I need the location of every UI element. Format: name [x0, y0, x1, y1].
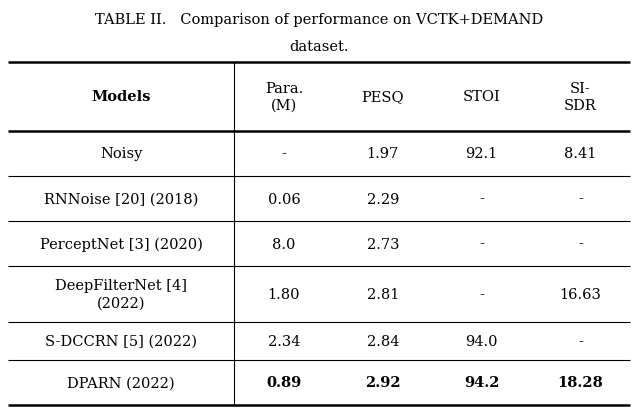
Text: -: -: [578, 192, 583, 206]
Text: Para.
(M): Para. (M): [265, 82, 303, 113]
Text: SI-
SDR: SI- SDR: [564, 82, 597, 113]
Text: 8.41: 8.41: [565, 147, 597, 161]
Text: 2.84: 2.84: [367, 334, 399, 348]
Text: 94.0: 94.0: [466, 334, 498, 348]
Text: PESQ: PESQ: [362, 90, 404, 104]
Text: 1.97: 1.97: [367, 147, 399, 161]
Text: 1.80: 1.80: [268, 287, 300, 301]
Text: 2.92: 2.92: [365, 375, 401, 389]
Text: Noisy: Noisy: [100, 147, 142, 161]
Text: 2.73: 2.73: [367, 237, 399, 251]
Text: 2.34: 2.34: [268, 334, 300, 348]
Text: -: -: [281, 147, 286, 161]
Text: -: -: [479, 287, 484, 301]
Text: TABLE II.   Comparison of performance on VCTK+DEMAND: TABLE II. Comparison of performance on V…: [95, 13, 543, 27]
Text: 16.63: 16.63: [560, 287, 602, 301]
Text: 94.2: 94.2: [464, 375, 500, 389]
Text: 8.0: 8.0: [272, 237, 295, 251]
Text: -: -: [479, 192, 484, 206]
Text: 92.1: 92.1: [466, 147, 498, 161]
Text: DeepFilterNet [4]
(2022): DeepFilterNet [4] (2022): [56, 279, 187, 310]
Text: 0.89: 0.89: [266, 375, 302, 389]
Text: RNNoise [20] (2018): RNNoise [20] (2018): [44, 192, 198, 206]
Text: -: -: [578, 237, 583, 251]
Text: DPARN (2022): DPARN (2022): [68, 375, 175, 389]
Text: dataset.: dataset.: [289, 40, 349, 54]
Text: PerceptNet [3] (2020): PerceptNet [3] (2020): [40, 237, 203, 251]
Text: S-DCCRN [5] (2022): S-DCCRN [5] (2022): [45, 334, 197, 348]
Text: 0.06: 0.06: [267, 192, 300, 206]
Text: 2.29: 2.29: [367, 192, 399, 206]
Text: 2.81: 2.81: [367, 287, 399, 301]
Text: -: -: [479, 237, 484, 251]
Text: Models: Models: [91, 90, 151, 104]
Text: 18.28: 18.28: [558, 375, 604, 389]
Text: -: -: [578, 334, 583, 348]
Text: STOI: STOI: [463, 90, 501, 104]
